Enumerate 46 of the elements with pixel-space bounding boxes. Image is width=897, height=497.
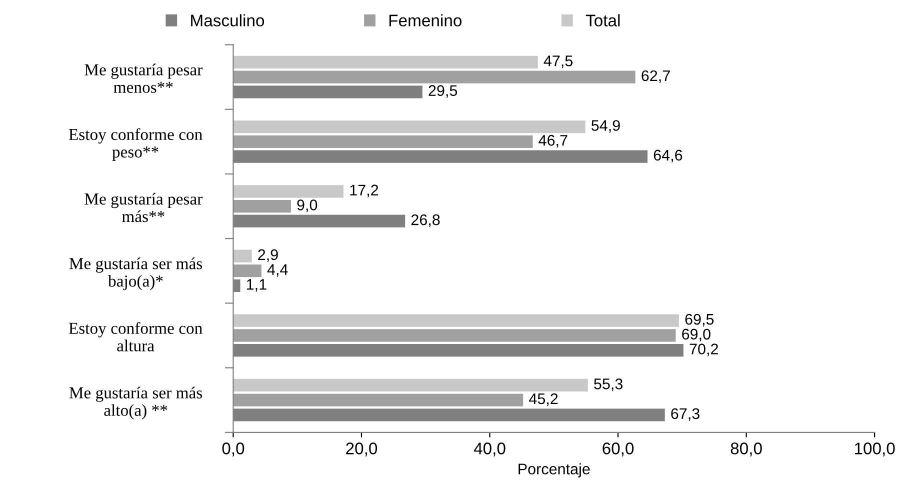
x-tick-label: 0,0 [222, 442, 244, 456]
data-label: 29,5 [428, 85, 458, 98]
bar [233, 329, 676, 342]
bar [233, 264, 262, 278]
legend-label: Femenino [389, 14, 462, 26]
bar [233, 394, 524, 406]
data-label: 69,5 [685, 314, 714, 327]
legend-label: Masculino [191, 14, 264, 26]
x-axis-title: Porcentaje [518, 463, 590, 478]
data-label: 67,3 [671, 408, 700, 421]
y-tick-label: Estoy conforme con altura [68, 322, 202, 352]
data-label: 2,9 [258, 249, 278, 262]
data-label: 47,5 [544, 56, 573, 68]
x-tick-label: 20,0 [346, 442, 378, 456]
x-tick-label: 40,0 [474, 442, 506, 456]
data-label: 17,2 [350, 184, 378, 198]
x-tick-label: 100,0 [854, 442, 895, 456]
bar [233, 56, 538, 68]
x-tick-label: 60,0 [602, 442, 634, 456]
legend-label: Total [586, 14, 620, 26]
data-label: 62,7 [642, 70, 670, 83]
data-label: 69,0 [682, 328, 710, 342]
bar [233, 314, 679, 327]
data-label: 70,2 [690, 344, 718, 356]
data-label: 64,6 [654, 150, 682, 162]
x-tick-label: 80,0 [730, 442, 762, 456]
bar [233, 185, 344, 198]
data-label: 45,2 [529, 393, 558, 406]
bar [233, 378, 588, 392]
y-tick-label: Me gustaría ser más bajo(a)* [69, 257, 202, 290]
data-label: 46,7 [538, 134, 568, 148]
data-label: 54,9 [591, 120, 620, 133]
bar [233, 120, 586, 134]
y-tick-label: Estoy conforme con peso** [68, 128, 202, 161]
data-label: 26,8 [411, 214, 440, 228]
y-tick-label: Me gustaría pesar menos** [84, 64, 203, 93]
bar [233, 135, 533, 148]
data-label: 1,1 [246, 279, 266, 292]
data-label: 55,3 [594, 378, 623, 392]
bar [233, 250, 252, 262]
data-label: 9,0 [297, 200, 318, 212]
bar [233, 200, 291, 213]
y-tick-label: Me gustaría pesar más** [84, 192, 203, 222]
bar [233, 70, 636, 84]
data-label: 4,4 [267, 264, 288, 277]
y-tick-label: Me gustaría ser más alto(a) ** [69, 386, 202, 420]
